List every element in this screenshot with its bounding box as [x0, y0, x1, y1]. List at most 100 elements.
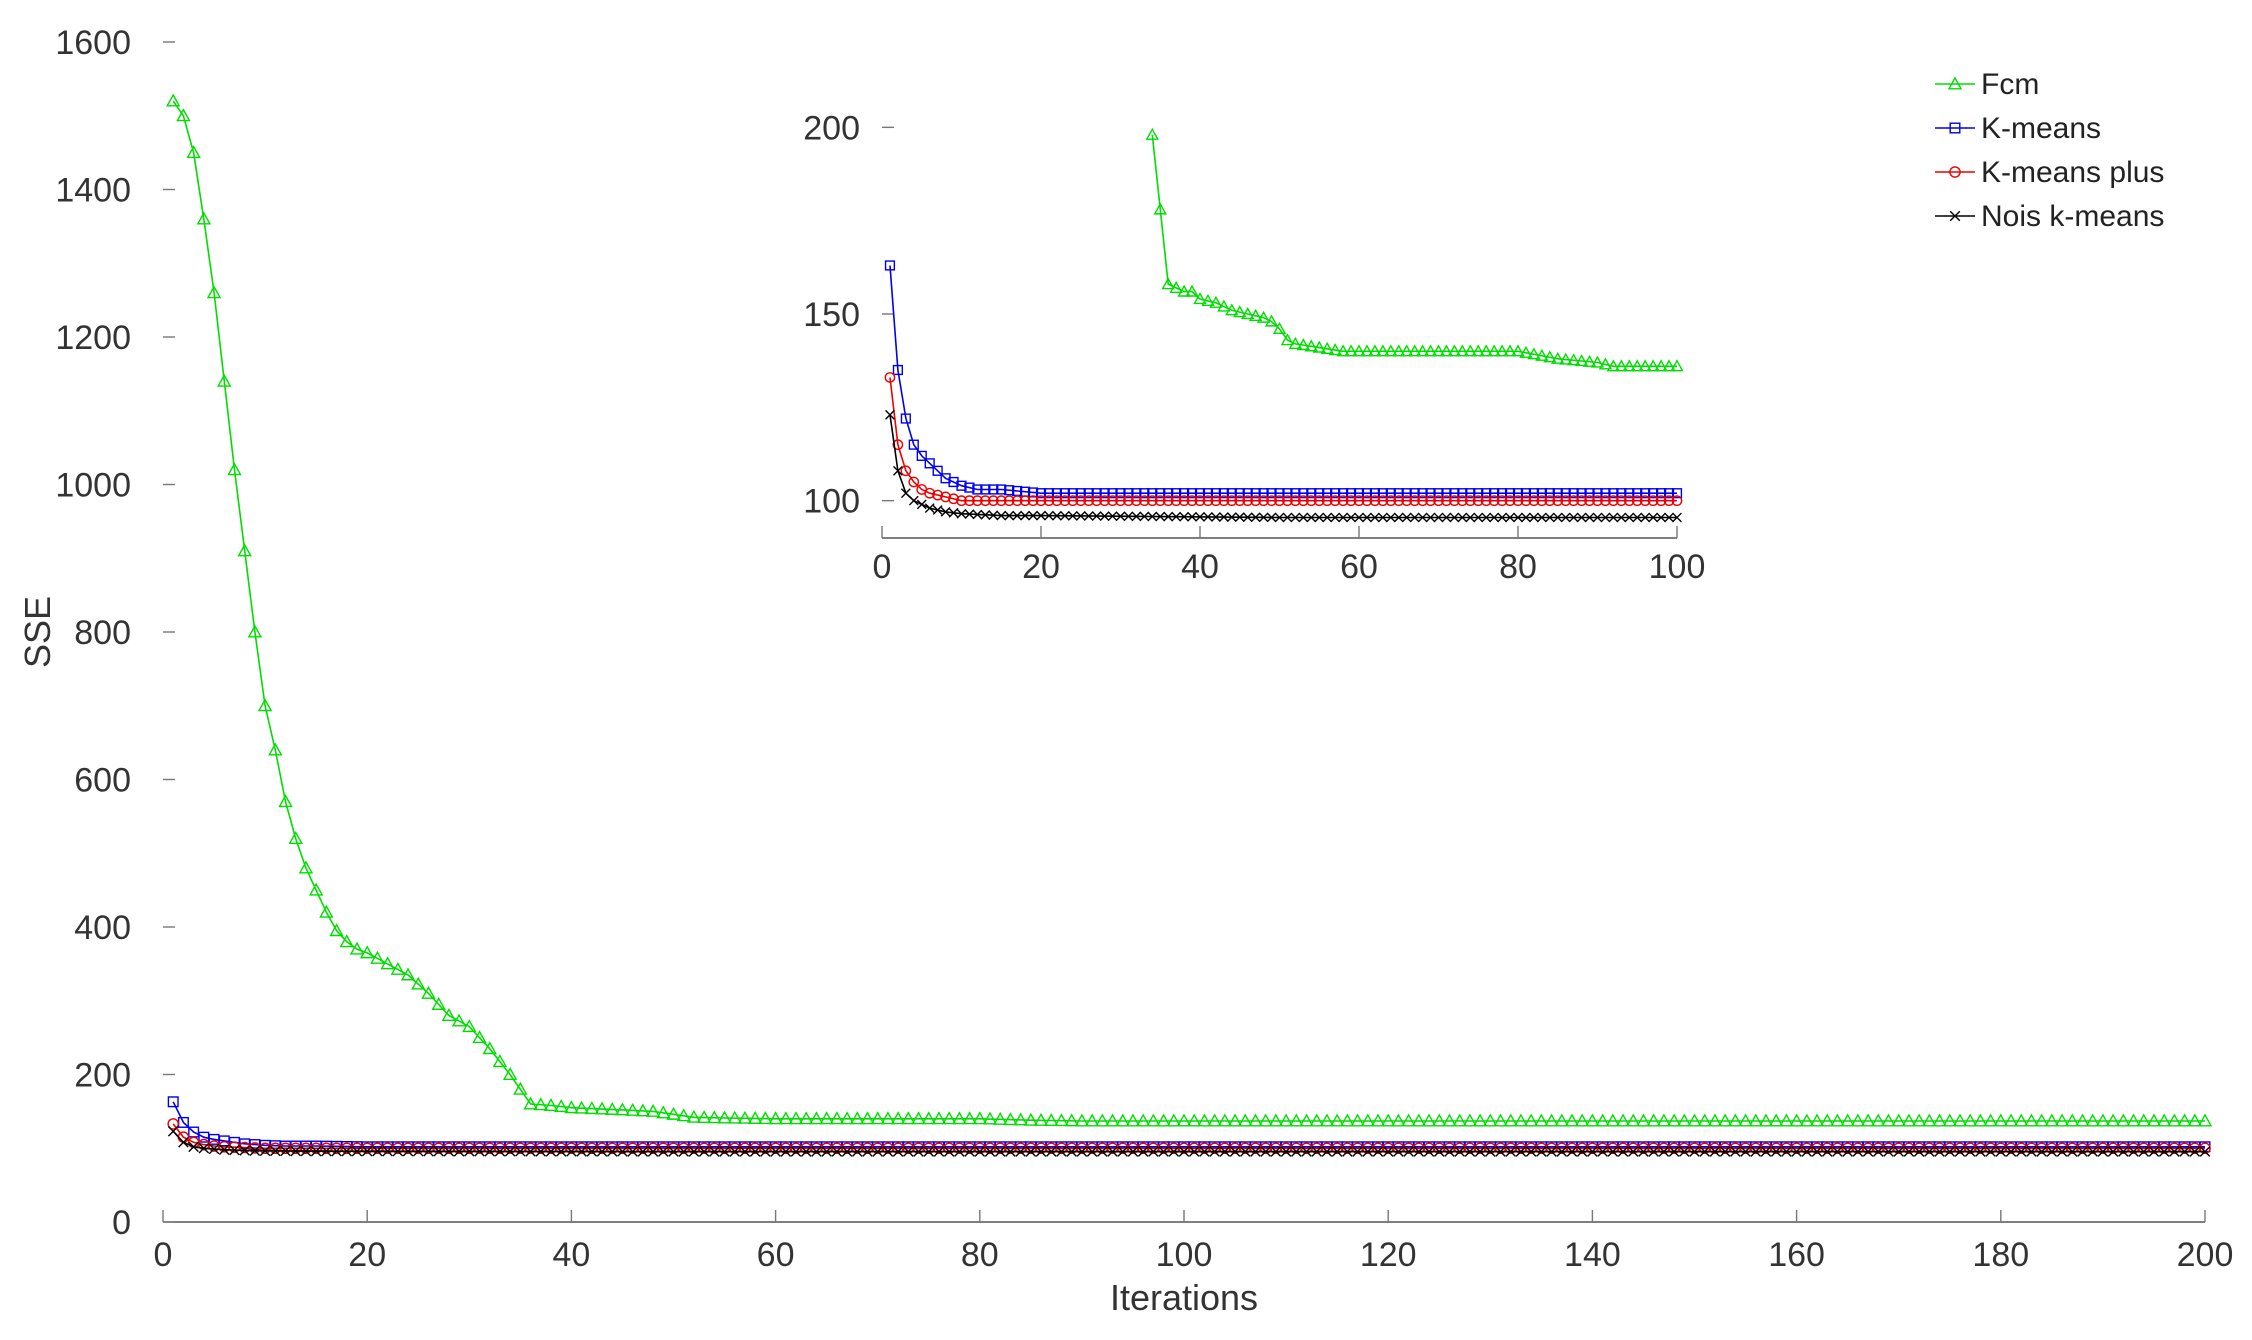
inset-point-k-means-plus: [1321, 495, 1333, 507]
inset-point-k-means: [1027, 487, 1039, 498]
inset-point-k-means-plus: [1496, 495, 1508, 507]
inset-point-nois-k-means: [1203, 512, 1213, 522]
main-point-nois-k-means: [1627, 1146, 1639, 1157]
inset-point-k-means-plus: [1488, 495, 1500, 507]
main-point-fcm: [717, 1110, 732, 1124]
inset-point-k-means-plus: [1051, 495, 1063, 507]
inset-point-k-means-plus: [979, 495, 991, 507]
main-point-fcm: [370, 950, 385, 964]
main-point-nois-k-means: [402, 1145, 414, 1157]
legend-swatch-marker: [1947, 76, 1963, 90]
inset-point-nois-k-means: [1576, 512, 1587, 523]
inset-point-k-means-plus: [1099, 495, 1110, 507]
inset-point-k-means-plus: [1655, 495, 1667, 507]
main-point-fcm: [1646, 1113, 1661, 1127]
inset-point-k-means-plus: [1138, 495, 1150, 507]
main-point-nois-k-means: [933, 1146, 945, 1157]
inset-point-fcm: [1447, 344, 1462, 357]
inset-point-nois-k-means: [1552, 512, 1563, 523]
inset-point-nois-k-means: [1640, 512, 1651, 523]
inset-point-k-means-plus: [1202, 495, 1214, 507]
inset-point-k-means: [1504, 488, 1516, 499]
inset-point-k-means-plus: [1480, 495, 1492, 507]
main-point-nois-k-means: [1433, 1146, 1445, 1157]
inset-point-k-means-plus: [1377, 495, 1389, 507]
main-point-fcm: [1871, 1113, 1886, 1127]
main-point-nois-k-means: [1954, 1146, 1966, 1157]
main-point-nois-k-means: [1066, 1146, 1077, 1157]
inset-point-k-means: [1115, 488, 1126, 499]
main-point-fcm: [737, 1110, 753, 1124]
main-point-nois-k-means: [372, 1145, 383, 1157]
inset-point-k-means-plus: [1035, 495, 1047, 507]
main-point-fcm: [880, 1111, 896, 1125]
main-x-tick-label: 100: [1156, 1236, 1213, 1274]
inset-point-k-means-plus: [956, 495, 967, 507]
main-point-fcm: [2085, 1113, 2100, 1127]
main-point-fcm: [339, 934, 354, 948]
main-point-nois-k-means: [2169, 1146, 2180, 1157]
legend-label: K-means plus: [1981, 156, 2164, 189]
main-point-nois-k-means: [1893, 1146, 1904, 1157]
main-point-fcm: [400, 967, 416, 981]
main-point-nois-k-means: [178, 1137, 189, 1148]
inset-point-k-means-plus: [1504, 495, 1516, 507]
main-point-fcm: [1421, 1113, 1437, 1127]
inset-point-k-means: [1178, 488, 1190, 499]
inset-point-nois-k-means: [1282, 512, 1293, 523]
main-x-tick-label: 80: [961, 1236, 999, 1274]
inset-point-k-means: [1433, 488, 1444, 499]
inset-point-nois-k-means: [1314, 512, 1325, 523]
inset-point-fcm: [1574, 354, 1589, 367]
main-point-nois-k-means: [1883, 1146, 1894, 1157]
main-point-nois-k-means: [2036, 1146, 2047, 1157]
main-point-nois-k-means: [1219, 1146, 1231, 1157]
main-point-nois-k-means: [2066, 1146, 2078, 1157]
inset-point-k-means: [1671, 488, 1683, 499]
main-point-nois-k-means: [1607, 1146, 1619, 1157]
main-point-nois-k-means: [2148, 1146, 2160, 1157]
main-point-fcm: [1238, 1113, 1253, 1127]
main-point-fcm: [288, 831, 303, 844]
main-point-fcm: [1197, 1113, 1212, 1127]
main-point-nois-k-means: [1382, 1146, 1394, 1157]
inset-point-k-means: [1004, 485, 1015, 496]
inset-point-k-means: [924, 458, 935, 469]
main-point-nois-k-means: [464, 1146, 475, 1157]
main-point-fcm: [237, 543, 252, 557]
inset-point-k-means: [884, 260, 896, 271]
inset-point-fcm: [1407, 344, 1422, 357]
inset-point-nois-k-means: [988, 510, 999, 521]
inset-point-nois-k-means: [1211, 512, 1221, 522]
inset-point-nois-k-means: [1218, 512, 1229, 522]
inset-point-fcm: [1400, 344, 1414, 357]
main-point-nois-k-means: [1331, 1146, 1343, 1157]
main-point-fcm: [206, 285, 222, 299]
main-point-fcm: [1728, 1113, 1743, 1127]
legend-label: Nois k-means: [1981, 200, 2164, 233]
inset-point-nois-k-means: [1513, 512, 1523, 523]
inset-point-k-means: [1640, 488, 1651, 499]
inset-point-nois-k-means: [1560, 512, 1571, 523]
inset-point-nois-k-means: [1473, 512, 1484, 523]
main-point-fcm: [696, 1110, 712, 1124]
inset-point-k-means: [932, 465, 943, 476]
main-point-fcm: [850, 1111, 865, 1125]
main-point-nois-k-means: [167, 1125, 179, 1137]
legend-item-k-means-plus: K-means plus: [1935, 156, 2164, 189]
main-point-fcm: [1442, 1113, 1457, 1127]
inset-point-fcm: [1415, 344, 1430, 357]
inset-point-nois-k-means: [1139, 511, 1150, 522]
main-point-fcm: [1687, 1113, 1702, 1127]
inset-point-k-means-plus: [1146, 495, 1158, 507]
main-point-nois-k-means: [1730, 1146, 1741, 1157]
main-point-fcm: [543, 1098, 559, 1111]
main-point-fcm: [1064, 1113, 1079, 1127]
inset-point-nois-k-means: [1449, 512, 1460, 523]
main-point-fcm: [1462, 1113, 1478, 1127]
inset-point-k-means: [1377, 488, 1388, 499]
main-point-fcm: [2156, 1113, 2172, 1127]
inset-point-k-means-plus: [1107, 495, 1118, 507]
inset-point-nois-k-means: [1171, 511, 1182, 522]
main-point-fcm: [778, 1111, 793, 1125]
